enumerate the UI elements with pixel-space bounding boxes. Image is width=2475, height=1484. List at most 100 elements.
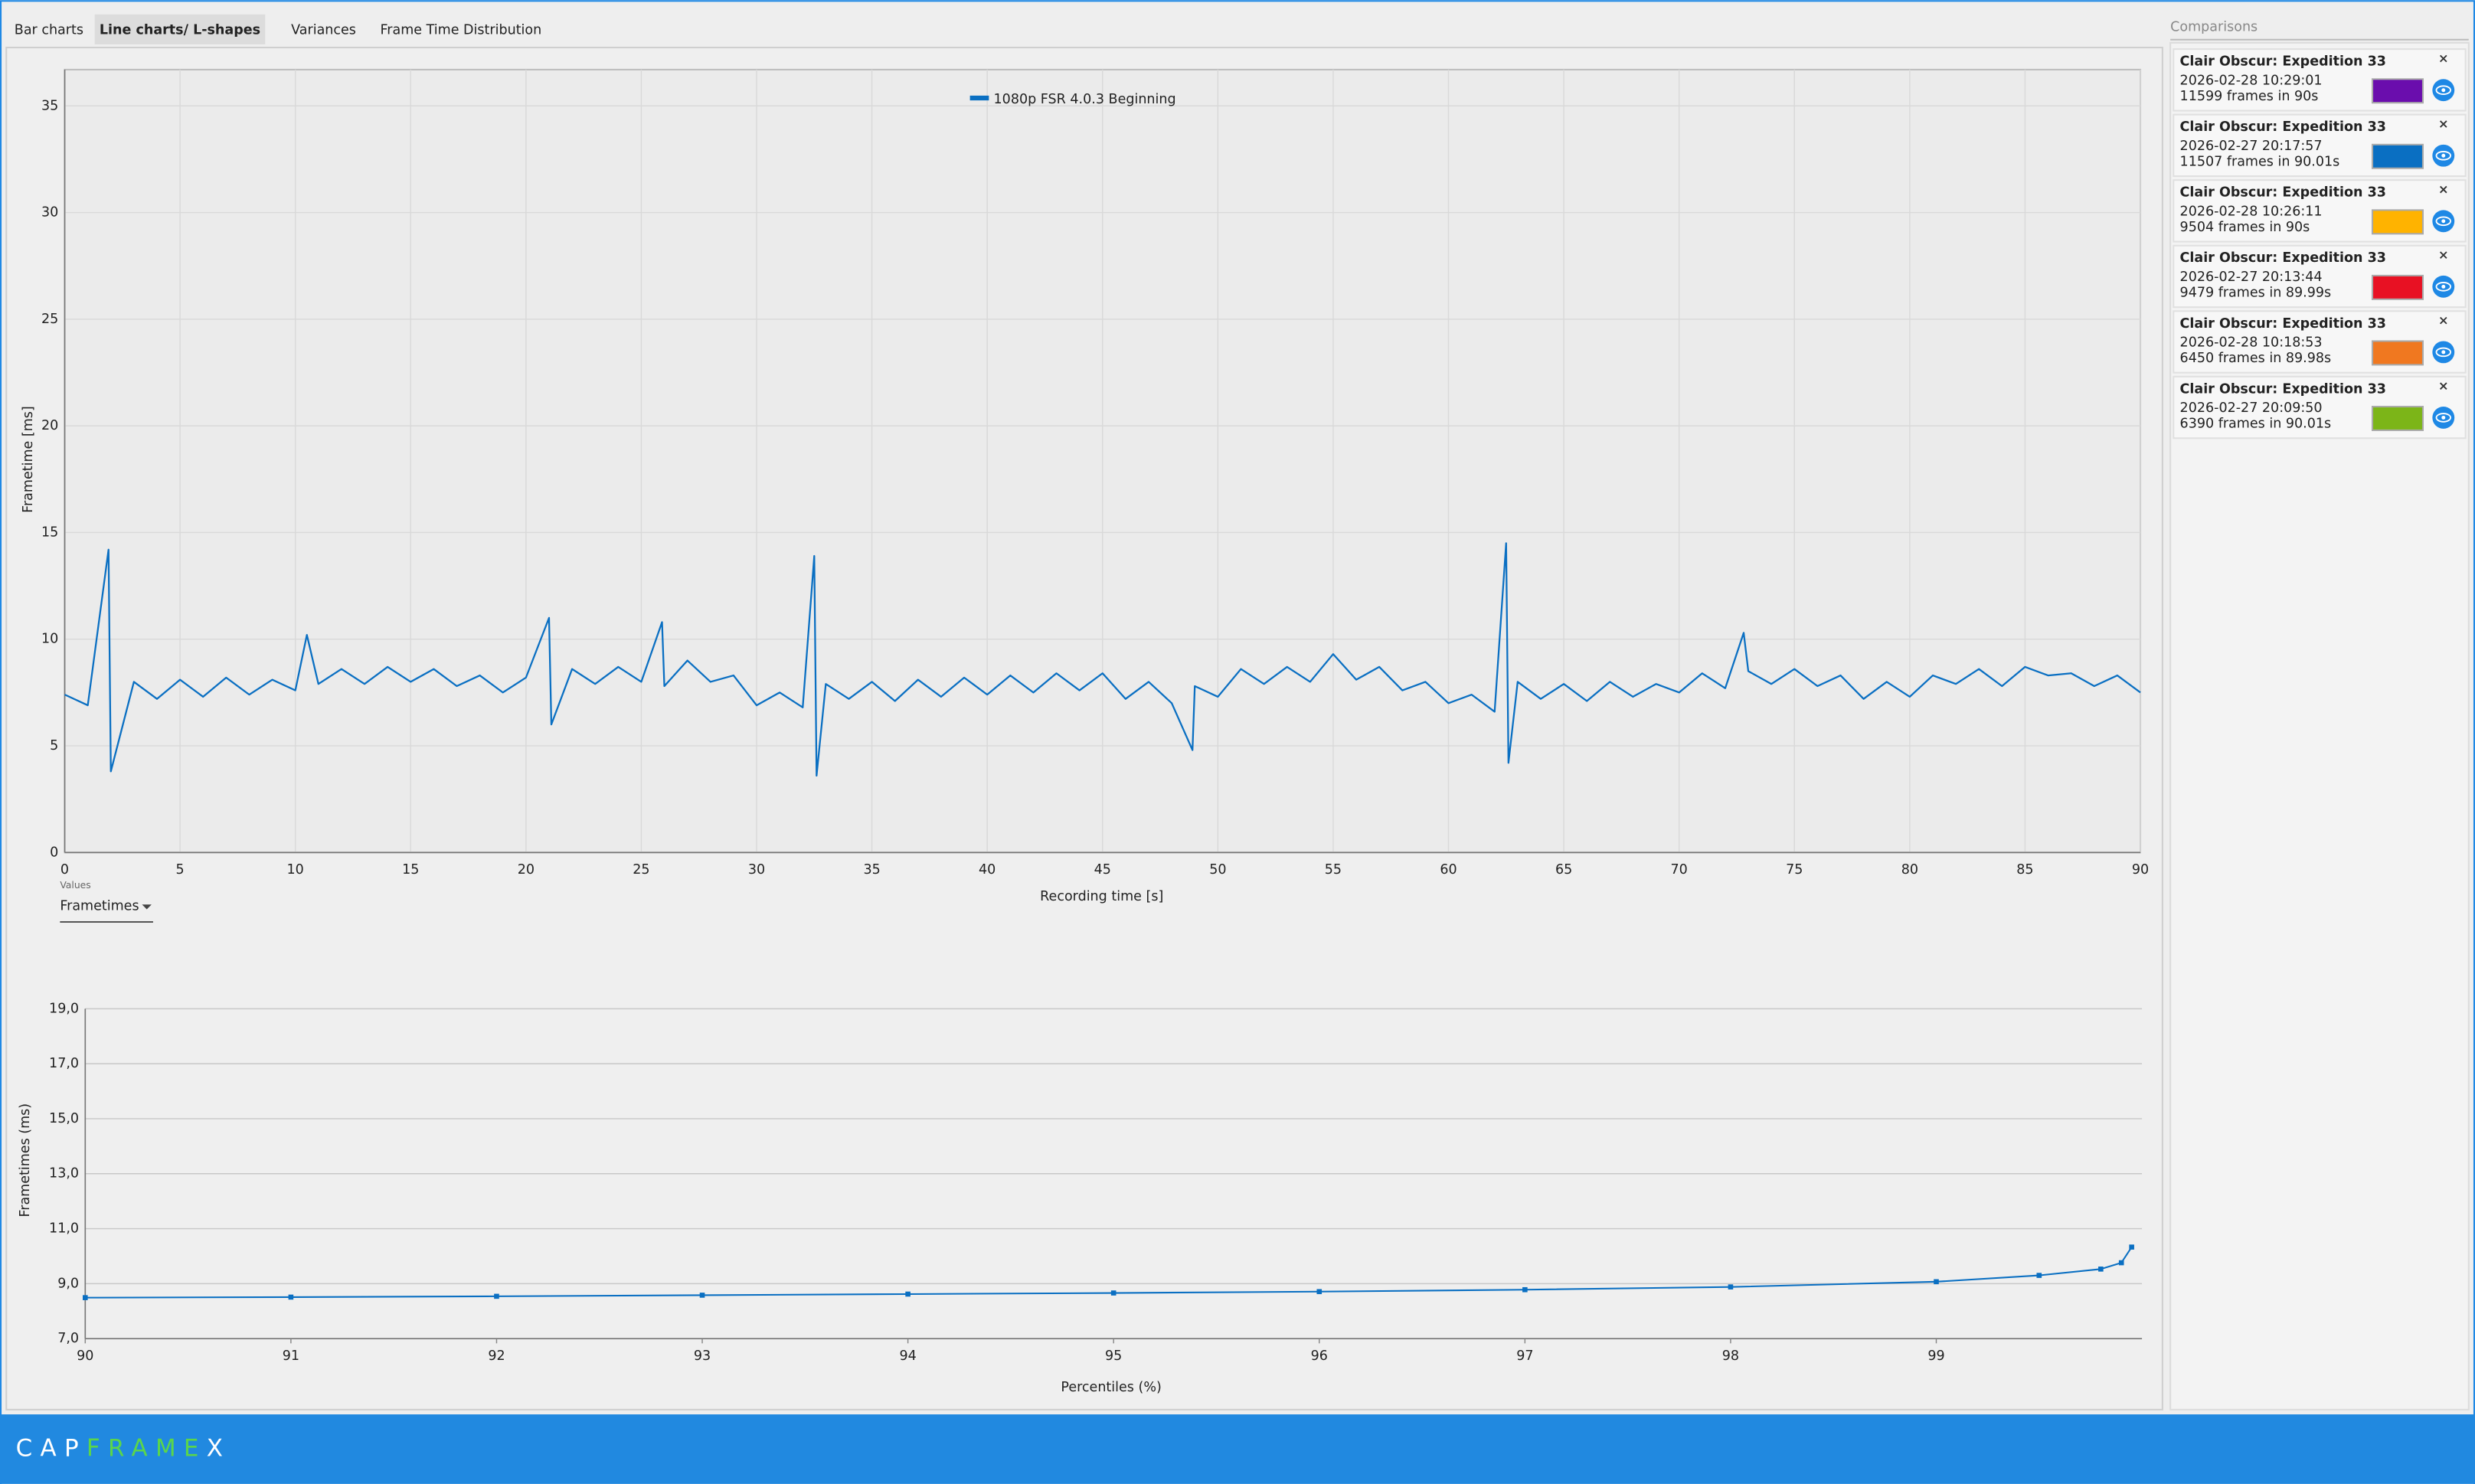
x-tick-label: 93 (694, 1348, 711, 1364)
data-line (85, 1247, 2133, 1299)
values-caption: Values (60, 880, 90, 891)
y-axis-title: Frametime [ms] (21, 406, 36, 513)
card-title: Clair Obscur: Expedition 33 (2180, 381, 2386, 397)
eye-icon (2435, 85, 2451, 96)
x-tick-label: 55 (1325, 862, 1342, 878)
y-tick-label: 10 (41, 632, 58, 647)
tab[interactable]: Frame Time Distribution (380, 22, 541, 38)
visibility-toggle[interactable] (2432, 341, 2455, 364)
card-frames: 9479 frames in 89.99s (2180, 286, 2332, 301)
color-swatch[interactable] (2371, 340, 2424, 366)
x-tick-label: 80 (1901, 862, 1918, 878)
tab-label[interactable]: Line charts/ L-shapes (100, 22, 260, 38)
tab-label[interactable]: Frame Time Distribution (380, 22, 541, 38)
card-date: 2026-02-27 20:09:50 (2180, 400, 2323, 416)
x-tick-label: 95 (1105, 1348, 1122, 1364)
eye-icon (2435, 413, 2451, 423)
eye-icon (2435, 150, 2451, 161)
comparisons-title: Comparisons (2170, 19, 2258, 34)
dropdown-arrow (142, 904, 152, 910)
dropdown-value[interactable]: Frametimes (60, 898, 139, 914)
tab[interactable]: Line charts/ L-shapes (94, 14, 266, 44)
color-swatch[interactable] (2371, 143, 2424, 169)
visibility-toggle[interactable] (2432, 210, 2455, 233)
card-title: Clair Obscur: Expedition 33 (2180, 250, 2386, 266)
legend-label: 1080p FSR 4.0.3 Beginning (994, 92, 1176, 107)
x-tick-label: 5 (176, 862, 185, 878)
close-icon[interactable] (2439, 316, 2447, 325)
data-point (1934, 1279, 1939, 1285)
data-point (1110, 1290, 1117, 1296)
color-swatch[interactable] (2371, 274, 2424, 300)
tab[interactable]: Variances (291, 22, 356, 38)
y-tick-label: 15 (41, 525, 58, 540)
eye-icon (2435, 216, 2451, 227)
card-date: 2026-02-27 20:13:44 (2180, 270, 2323, 285)
data-point (83, 1295, 88, 1300)
eye-pupil (2441, 350, 2446, 355)
chart: 7,0 9,0 11,0 13,0 15,0 17,0 19,0 90 91 92 93 94 95 96… (18, 1001, 2143, 1395)
eye-pupil (2441, 219, 2446, 224)
close-icon[interactable] (2439, 120, 2447, 128)
tab[interactable]: Bar charts (15, 22, 83, 38)
card-frames: 6390 frames in 90.01s (2180, 417, 2332, 432)
card-frames: 6450 frames in 89.98s (2180, 351, 2332, 366)
x-axis-title: Percentiles (%) (1061, 1380, 1161, 1395)
data-point (1316, 1289, 1323, 1295)
card-title: Clair Obscur: Expedition 33 (2180, 119, 2386, 135)
visibility-toggle[interactable] (2432, 144, 2455, 167)
visibility-toggle[interactable] (2432, 79, 2455, 102)
card-date: 2026-02-28 10:18:53 (2180, 335, 2323, 351)
eye-pupil (2441, 284, 2446, 289)
x-tick-label: 85 (2016, 862, 2033, 878)
x-tick-label: 70 (1671, 862, 1688, 878)
close-icon[interactable] (2439, 54, 2447, 63)
x-tick-label: 40 (979, 862, 996, 878)
close-icon[interactable] (2439, 251, 2447, 259)
eye-icon (2435, 347, 2451, 358)
logo: CAPFRAMEX (16, 1434, 231, 1462)
y-tick-label: 0 (50, 845, 58, 860)
x-tick-label: 15 (402, 862, 419, 878)
eye-pupil (2441, 153, 2446, 158)
dropdown[interactable]: Frametimes (60, 898, 153, 923)
comparison-card: Clair Obscur: Expedition 33 2026-02-28 10… (2173, 179, 2467, 243)
data-line (64, 542, 2141, 777)
data-point (699, 1293, 705, 1298)
data-point (2118, 1260, 2124, 1266)
tab-label[interactable]: Variances (291, 22, 356, 38)
y-tick-label: 15,0 (49, 1111, 79, 1126)
card-frames: 11507 frames in 90.01s (2180, 155, 2340, 170)
color-swatch[interactable] (2371, 209, 2424, 235)
card-frames: 9504 frames in 90s (2180, 220, 2310, 235)
card-date: 2026-02-27 20:17:57 (2180, 139, 2323, 154)
x-tick-label: 0 (60, 862, 69, 878)
comparison-card: Clair Obscur: Expedition 33 2026-02-28 10… (2173, 48, 2467, 112)
card-frames: 11599 frames in 90s (2180, 89, 2319, 104)
eye-pupil (2441, 88, 2446, 93)
tab-selected-bg (94, 14, 266, 44)
x-tick-label: 35 (863, 862, 880, 878)
y-tick-label: 11,0 (49, 1221, 79, 1237)
data-point (288, 1294, 294, 1300)
color-swatch[interactable] (2371, 78, 2424, 104)
close-icon[interactable] (2439, 382, 2447, 390)
y-tick-label: 30 (41, 205, 58, 221)
visibility-toggle[interactable] (2432, 406, 2455, 429)
chart: 0 5 10 15 20 25 30 35 0 5 10 15 20 25 30 35 40 45 50 55 60 65… (21, 68, 2149, 904)
x-tick-label: 10 (287, 862, 304, 878)
close-icon[interactable] (2439, 185, 2447, 194)
data-point (2098, 1267, 2104, 1272)
x-tick-label: 94 (899, 1348, 916, 1364)
card-title: Clair Obscur: Expedition 33 (2180, 54, 2386, 70)
logo-part: FRAME (87, 1434, 207, 1462)
data-point (905, 1291, 911, 1297)
color-swatch[interactable] (2371, 405, 2424, 431)
card-title: Clair Obscur: Expedition 33 (2180, 185, 2386, 201)
tab-label[interactable]: Bar charts (15, 22, 83, 38)
visibility-toggle[interactable] (2432, 275, 2455, 298)
x-tick-label: 75 (1786, 862, 1803, 878)
data-point (2036, 1273, 2042, 1278)
